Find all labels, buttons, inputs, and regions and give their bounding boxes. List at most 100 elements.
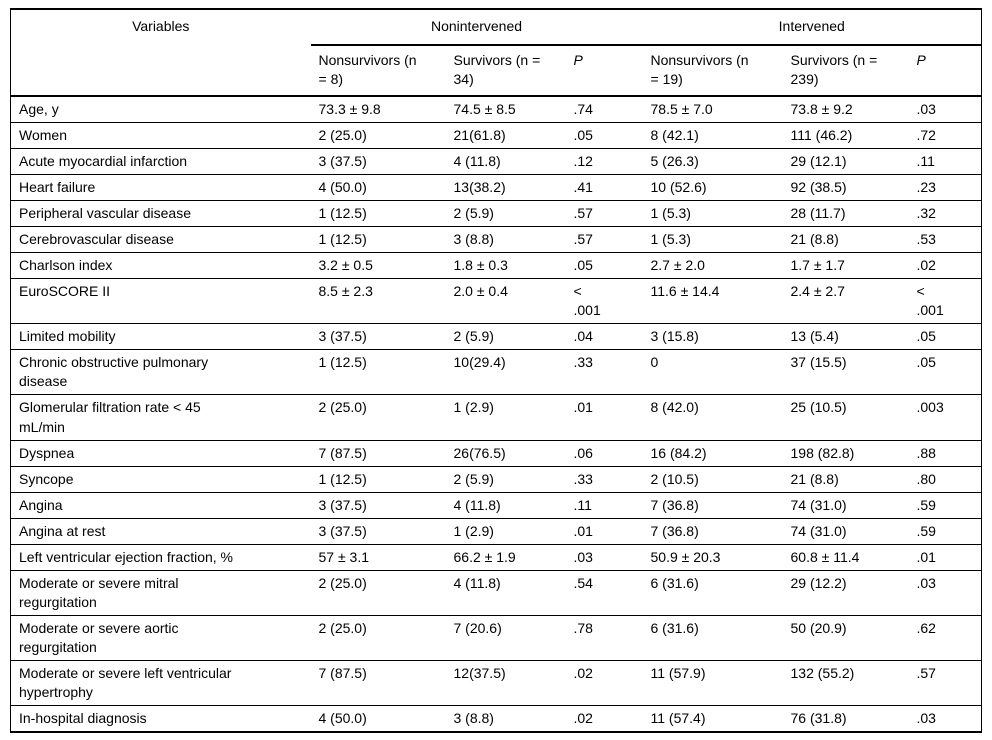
cell: 1 (5.3) <box>642 226 783 254</box>
cell: 21(61.8) <box>445 122 566 150</box>
cell: 4 (11.8) <box>445 492 566 519</box>
cell: 3 (37.5) <box>310 148 446 176</box>
row-label: Angina at rest <box>10 518 311 545</box>
cell: .05 <box>565 252 643 280</box>
cell: 6 (31.6) <box>642 570 783 616</box>
intervened-group-header: Intervened <box>642 9 982 47</box>
cell: 2 (5.9) <box>445 323 566 351</box>
cell: 1.8 ± 0.3 <box>445 252 566 280</box>
cell: .88 <box>908 440 982 467</box>
nonintervened-group-header: Nonintervened <box>310 9 643 47</box>
table-row: Moderate or severe mitral regurgitation 2… <box>10 570 982 616</box>
cell: 2.7 ± 2.0 <box>642 252 783 280</box>
table-container: Variables Nonintervened Intervened Nonsu… <box>10 8 983 733</box>
cell: 1 (2.9) <box>445 518 566 545</box>
cell: .54 <box>565 570 643 616</box>
row-label: Dyspnea <box>10 440 311 467</box>
cell: 198 (82.8) <box>782 440 909 467</box>
cell: 73.3 ± 9.8 <box>310 96 446 124</box>
cell: .03 <box>565 544 643 571</box>
table-row: Women 2 (25.0) 21(61.8) .05 8 (42.1) 111 (46.… <box>10 122 982 150</box>
cell: .05 <box>565 122 643 150</box>
table-row: Limited mobility 3 (37.5) 2 (5.9) .04 3 (15.… <box>10 323 982 351</box>
table-row: In-hospital diagnosis 4 (50.0) 3 (8.8) .02 1… <box>10 705 982 733</box>
cell: 29 (12.1) <box>782 148 909 176</box>
row-label: Cerebrovascular disease <box>10 226 311 254</box>
cell: .01 <box>565 518 643 545</box>
col-header-intervened-nonsurvivors: Nonsurvivors (n = 19) <box>642 45 783 98</box>
table-row: Glomerular filtration rate < 45 mL/min 2 … <box>10 394 982 441</box>
cell: .02 <box>908 252 982 280</box>
cell: .80 <box>908 466 982 493</box>
table-row: Angina 3 (37.5) 4 (11.8) .11 7 (36.8) 74 (31.… <box>10 492 982 519</box>
cell: 50.9 ± 20.3 <box>642 544 783 571</box>
cell: 76 (31.8) <box>782 705 909 733</box>
sub-header-row: Nonsurvivors (n = 8) Survivors (n = 34) … <box>11 45 982 98</box>
group-header-row: Variables Nonintervened Intervened <box>10 9 982 98</box>
cell: 7 (36.8) <box>642 518 783 545</box>
table-row: EuroSCORE II 8.5 ± 2.3 2.0 ± 0.4 < .001 11.6… <box>10 278 982 325</box>
cell: 10(29.4) <box>445 349 566 396</box>
cell: .32 <box>908 200 982 228</box>
cell: 3.2 ± 0.5 <box>310 252 446 280</box>
cell: 1 (12.5) <box>310 349 446 396</box>
cell: 3 (37.5) <box>310 518 446 545</box>
table-row: Chronic obstructive pulmonary disease 1 (… <box>10 349 982 396</box>
cell: .03 <box>908 96 982 124</box>
row-label: Left ventricular ejection fraction, % <box>10 544 311 571</box>
cell: .23 <box>908 174 982 202</box>
cell: 1 (12.5) <box>310 466 446 493</box>
cell: 5 (26.3) <box>642 148 783 176</box>
cell: 12(37.5) <box>445 660 566 706</box>
row-label: Acute myocardial infarction <box>10 148 311 176</box>
cell: 1 (2.9) <box>445 394 566 441</box>
variables-column-header: Variables <box>10 9 311 98</box>
cell: 4 (11.8) <box>445 570 566 616</box>
cell: 2.4 ± 2.7 <box>782 278 909 325</box>
cell: .57 <box>565 226 643 254</box>
cell: .01 <box>908 544 982 571</box>
row-label: Charlson index <box>10 252 311 280</box>
cell: 74.5 ± 8.5 <box>445 96 566 124</box>
cell: 7 (20.6) <box>445 615 566 661</box>
cell: 66.2 ± 1.9 <box>445 544 566 571</box>
cell: 37 (15.5) <box>782 349 909 396</box>
cell: 21 (8.8) <box>782 466 909 493</box>
cell: .33 <box>565 466 643 493</box>
table-row: Dyspnea 7 (87.5) 26(76.5) .06 16 (84.2) 198 (… <box>10 440 982 467</box>
cell: 6 (31.6) <box>642 615 783 661</box>
cell: 11.6 ± 14.4 <box>642 278 783 325</box>
cell: .06 <box>565 440 643 467</box>
col-header-nonintervened-survivors: Survivors (n = 34) <box>445 45 566 98</box>
cell: 16 (84.2) <box>642 440 783 467</box>
cell: 11 (57.9) <box>642 660 783 706</box>
cell: .05 <box>908 323 982 351</box>
row-label: In-hospital diagnosis <box>10 705 311 733</box>
cell: 92 (38.5) <box>782 174 909 202</box>
cell: 7 (36.8) <box>642 492 783 519</box>
cell: 0 <box>642 349 783 396</box>
cell: 3 (8.8) <box>445 226 566 254</box>
cell: 74 (31.0) <box>782 518 909 545</box>
row-label: Peripheral vascular disease <box>10 200 311 228</box>
cell: .41 <box>565 174 643 202</box>
cell: .01 <box>565 394 643 441</box>
cell: 29 (12.2) <box>782 570 909 616</box>
cell: 4 (50.0) <box>310 174 446 202</box>
cell: .59 <box>908 492 982 519</box>
row-label: Moderate or severe left ventricular hype… <box>10 660 311 706</box>
cell: 7 (87.5) <box>310 660 446 706</box>
cell: 26(76.5) <box>445 440 566 467</box>
cell: 132 (55.2) <box>782 660 909 706</box>
cell: .57 <box>565 200 643 228</box>
col-header-intervened-p: P <box>908 45 982 98</box>
cell: 78.5 ± 7.0 <box>642 96 783 124</box>
cell: .78 <box>565 615 643 661</box>
cell: .02 <box>565 660 643 706</box>
table-row: Syncope 1 (12.5) 2 (5.9) .33 2 (10.5) 21 (8.8… <box>10 466 982 493</box>
cell: .74 <box>565 96 643 124</box>
cell: < .001 <box>908 278 982 325</box>
cell: .03 <box>908 570 982 616</box>
cell: 7 (87.5) <box>310 440 446 467</box>
table-row: Moderate or severe left ventricular hype… <box>10 660 982 706</box>
